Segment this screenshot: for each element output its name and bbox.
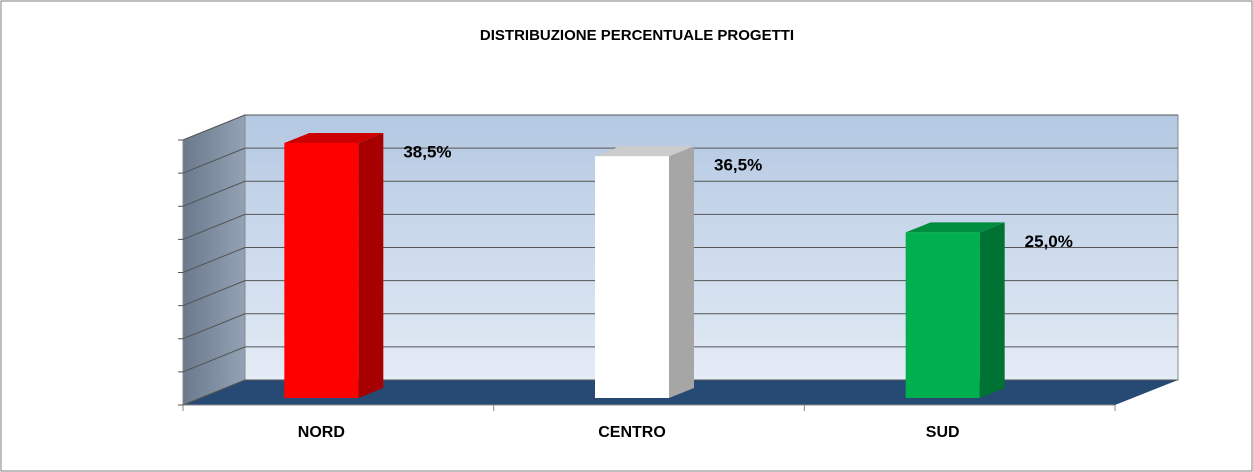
- grid-line: [182, 180, 246, 207]
- grid-line: [182, 114, 246, 141]
- bar: [284, 142, 359, 398]
- x-tick-label: SUD: [926, 424, 960, 441]
- grid-line: [182, 213, 246, 240]
- data-label: 36,5%: [714, 156, 762, 175]
- x-tick-label: NORD: [298, 424, 345, 441]
- bar-top: [284, 132, 384, 143]
- grid-line: [182, 379, 246, 406]
- data-label: 25,0%: [1025, 232, 1073, 251]
- bar-side: [358, 132, 384, 398]
- grid-line: [182, 247, 246, 273]
- bar: [905, 232, 980, 398]
- grid-line: [182, 280, 246, 307]
- bar-top: [905, 222, 1005, 233]
- bar-side: [979, 222, 1005, 398]
- bar-top: [595, 146, 694, 157]
- grid-line: [182, 313, 246, 340]
- chart-title: DISTRIBUZIONE PERCENTUALE PROGETTI: [480, 27, 794, 44]
- bar: [595, 156, 669, 398]
- bar-side: [669, 146, 694, 398]
- grid-line: [182, 147, 246, 174]
- data-label: 38,5%: [403, 142, 451, 161]
- x-tick-label: CENTRO: [598, 424, 666, 441]
- grid-line: [182, 346, 246, 373]
